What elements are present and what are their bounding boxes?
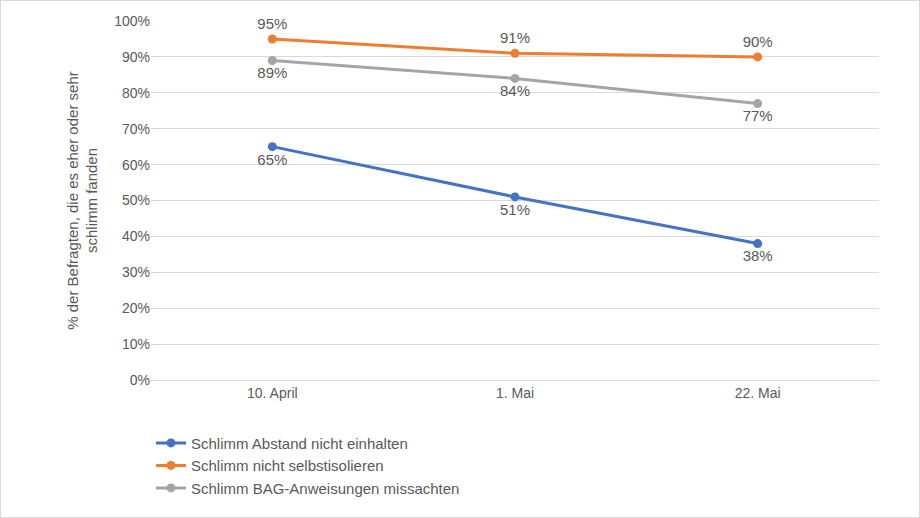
svg-text:10. April: 10. April [247, 385, 298, 401]
svg-text:90%: 90% [743, 33, 773, 50]
svg-text:Schlimm nicht selbstisolieren: Schlimm nicht selbstisolieren [191, 457, 384, 474]
svg-text:51%: 51% [500, 201, 530, 218]
svg-text:91%: 91% [500, 29, 530, 46]
svg-text:89%: 89% [257, 64, 287, 81]
svg-text:65%: 65% [257, 151, 287, 168]
svg-text:Schlimm BAG-Anweisungen missac: Schlimm BAG-Anweisungen missachten [191, 480, 459, 497]
svg-text:10%: 10% [122, 336, 150, 352]
svg-text:60%: 60% [122, 157, 150, 173]
svg-text:38%: 38% [743, 247, 773, 264]
svg-text:Schlimm Abstand nicht einhalte: Schlimm Abstand nicht einhalten [191, 435, 408, 452]
svg-text:70%: 70% [122, 121, 150, 137]
svg-text:95%: 95% [257, 15, 287, 32]
svg-text:30%: 30% [122, 264, 150, 280]
svg-text:40%: 40% [122, 228, 150, 244]
svg-text:% der Befragten, die es eher o: % der Befragten, die es eher oder sehrsc… [64, 71, 101, 330]
svg-text:77%: 77% [743, 107, 773, 124]
svg-text:84%: 84% [500, 82, 530, 99]
svg-text:80%: 80% [122, 85, 150, 101]
svg-text:50%: 50% [122, 192, 150, 208]
svg-text:20%: 20% [122, 300, 150, 316]
svg-text:0%: 0% [130, 372, 150, 388]
svg-text:90%: 90% [122, 49, 150, 65]
svg-text:1. Mai: 1. Mai [496, 385, 534, 401]
svg-text:22. Mai: 22. Mai [735, 385, 781, 401]
svg-text:100%: 100% [114, 13, 150, 29]
